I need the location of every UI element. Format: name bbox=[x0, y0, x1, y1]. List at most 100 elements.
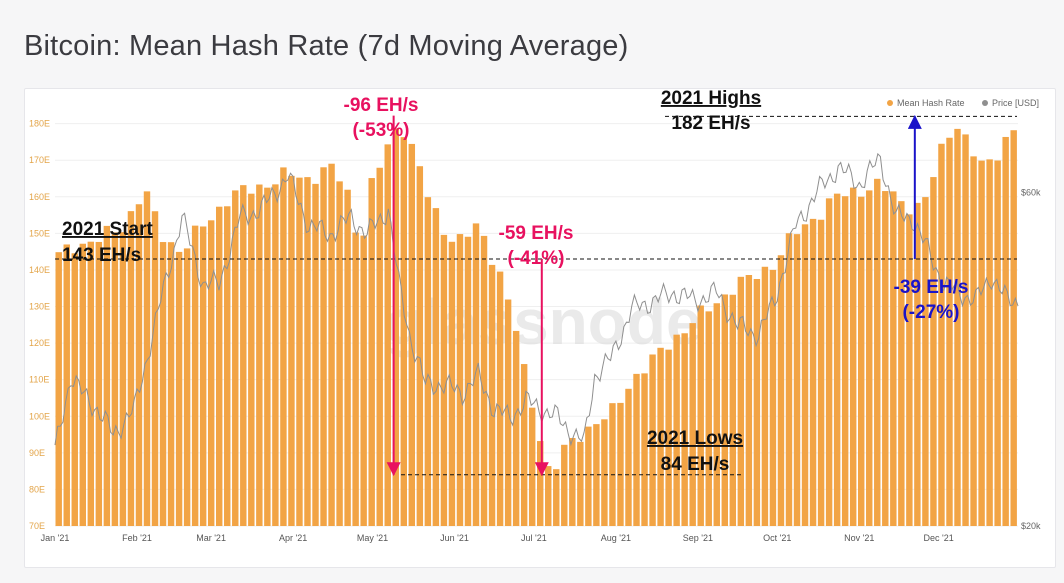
x-tick-label: Jan '21 bbox=[41, 533, 70, 543]
hash-rate-bar bbox=[713, 303, 720, 526]
hash-rate-bar bbox=[408, 143, 416, 526]
hash-rate-bar bbox=[232, 190, 239, 526]
hash-rate-chart: glassnode 70E80E90E100E110E120E130E140E1… bbox=[29, 89, 1041, 543]
hash-rate-bar bbox=[833, 193, 841, 526]
hash-rate-bar bbox=[159, 242, 167, 526]
hash-rate-bar bbox=[793, 234, 801, 527]
hash-rate-bar bbox=[553, 469, 560, 526]
hash-rate-bar bbox=[240, 185, 247, 526]
hash-rate-bar bbox=[882, 191, 889, 526]
hash-rate-bar bbox=[256, 184, 263, 526]
x-tick-label: Jul '21 bbox=[521, 533, 547, 543]
hash-rate-bar bbox=[874, 178, 881, 526]
hash-rate-bar bbox=[609, 403, 616, 526]
hash-rate-bar bbox=[809, 218, 817, 527]
y-tick-label: 120E bbox=[29, 338, 50, 348]
hash-rate-bar bbox=[866, 190, 873, 526]
x-tick-label: Dec '21 bbox=[924, 533, 954, 543]
hash-rate-bar bbox=[224, 206, 231, 526]
legend-label-hash-rate: Mean Hash Rate bbox=[897, 98, 965, 108]
hash-rate-bar bbox=[561, 444, 568, 526]
right-axis: $60k $20k bbox=[1021, 187, 1041, 531]
hash-rate-bar bbox=[922, 197, 929, 526]
legend[interactable]: Mean Hash Rate Price [USD] bbox=[887, 98, 1039, 108]
y-tick-label: 80E bbox=[29, 484, 45, 494]
legend-swatch-hash-rate bbox=[887, 100, 893, 106]
highs-annotation-value: 182 EH/s bbox=[671, 113, 750, 134]
start-annotation-value: 143 EH/s bbox=[62, 245, 141, 266]
hash-rate-bar bbox=[777, 255, 785, 527]
hash-rate-bar bbox=[71, 253, 78, 526]
y-tick-label: 170E bbox=[29, 155, 50, 165]
annotations: 2021 Start 143 EH/s 2021 Highs 182 EH/s 2021… bbox=[55, 89, 1017, 477]
right-axis-tick-label: $60k bbox=[1021, 187, 1041, 197]
hash-rate-bar bbox=[745, 275, 753, 526]
y-tick-label: 150E bbox=[29, 228, 50, 238]
hash-rate-bar bbox=[625, 388, 632, 526]
hash-rate-bar bbox=[858, 196, 865, 526]
hash-rate-bar bbox=[801, 224, 809, 526]
legend-label-price: Price [USD] bbox=[992, 98, 1039, 108]
hash-rate-bar bbox=[986, 159, 993, 526]
x-tick-label: Oct '21 bbox=[763, 533, 791, 543]
x-axis: Jan '21 Feb '21 Mar '21 Apr '21 May '21 Jun '… bbox=[41, 533, 954, 543]
price-line bbox=[54, 152, 1019, 447]
hash-rate-bar bbox=[938, 143, 945, 526]
hash-rate-bar bbox=[601, 419, 608, 526]
hash-rate-bar bbox=[63, 244, 70, 526]
x-tick-label: Nov '21 bbox=[844, 533, 874, 543]
y-tick-label: 180E bbox=[29, 119, 50, 129]
hash-rate-bar bbox=[697, 305, 704, 526]
hash-rate-bar bbox=[978, 160, 985, 526]
jun-drop-percent: (-41%) bbox=[507, 248, 564, 269]
hash-rate-bar bbox=[825, 198, 833, 526]
hash-rate-bar bbox=[737, 276, 745, 526]
hash-rate-bar bbox=[111, 232, 119, 527]
hash-rate-bar bbox=[55, 252, 62, 527]
hash-rate-bar bbox=[191, 225, 199, 527]
hash-rate-bar bbox=[488, 264, 496, 526]
hash-rate-bar bbox=[304, 177, 311, 526]
hash-rate-bar bbox=[761, 266, 769, 526]
hash-rate-bar bbox=[360, 235, 367, 527]
hash-rate-bar bbox=[954, 128, 961, 526]
hash-rate-bar bbox=[183, 248, 191, 526]
hash-rate-bar bbox=[199, 226, 207, 526]
x-tick-label: Mar '21 bbox=[196, 533, 226, 543]
hash-rate-bar bbox=[528, 407, 536, 526]
hash-rate-bar bbox=[264, 187, 271, 526]
hash-rate-bar bbox=[87, 241, 95, 526]
hash-rate-bar bbox=[585, 426, 592, 526]
hash-rate-bar bbox=[352, 232, 359, 526]
hash-rate-bar bbox=[207, 220, 215, 527]
hash-rate-bar bbox=[721, 294, 728, 526]
x-tick-label: Feb '21 bbox=[122, 533, 152, 543]
lows-annotation-value: 84 EH/s bbox=[661, 454, 730, 475]
hash-rate-bar bbox=[665, 349, 672, 526]
hash-rate-bar bbox=[400, 137, 407, 527]
may-drop-percent: (-53%) bbox=[352, 120, 409, 141]
hash-rate-bar bbox=[288, 175, 295, 526]
hash-rate-bar bbox=[368, 178, 375, 526]
may-drop-amount: -96 EH/s bbox=[344, 95, 419, 116]
hash-rate-bar bbox=[769, 269, 777, 526]
hash-rate-bar bbox=[617, 402, 624, 526]
hash-rate-bar bbox=[344, 189, 351, 526]
y-tick-label: 70E bbox=[29, 521, 45, 531]
hash-rate-bar bbox=[280, 167, 287, 526]
x-tick-label: May '21 bbox=[357, 533, 388, 543]
hash-rate-bar bbox=[689, 323, 696, 526]
y-tick-label: 100E bbox=[29, 411, 50, 421]
hash-rate-bar bbox=[175, 251, 183, 526]
hash-rate-bar bbox=[432, 208, 440, 527]
hash-rate-bar bbox=[504, 299, 512, 526]
hash-rate-bar bbox=[167, 242, 175, 526]
nov-drop-amount: -39 EH/s bbox=[894, 277, 969, 298]
hash-rate-bar bbox=[151, 211, 159, 526]
hash-rate-bar bbox=[962, 134, 969, 526]
hash-rate-bar bbox=[537, 441, 544, 526]
hash-rate-bar bbox=[994, 160, 1001, 526]
hash-rate-bar bbox=[512, 330, 520, 526]
hash-rate-bar bbox=[480, 235, 488, 526]
hash-rate-bar bbox=[216, 206, 223, 527]
